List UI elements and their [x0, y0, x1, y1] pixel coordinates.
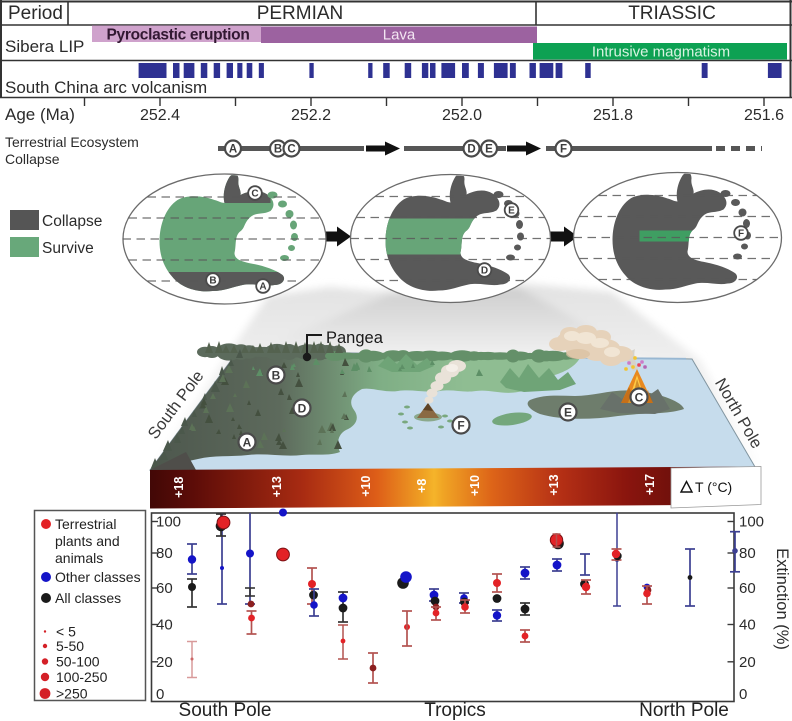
svg-text:E: E	[485, 144, 493, 156]
svg-text:>250: >250	[56, 686, 88, 702]
svg-text:80: 80	[156, 545, 173, 562]
svg-text:+13: +13	[270, 476, 284, 497]
svg-text:D: D	[298, 401, 307, 415]
svg-text:Pangea: Pangea	[326, 329, 384, 347]
svg-text:20: 20	[156, 654, 173, 671]
svg-text:All classes: All classes	[55, 590, 121, 606]
svg-text:B: B	[274, 144, 282, 156]
svg-text:50-100: 50-100	[56, 654, 100, 670]
svg-text:C: C	[635, 390, 644, 404]
svg-text:Extinction (%): Extinction (%)	[773, 548, 791, 650]
svg-text:252.4: 252.4	[140, 107, 180, 124]
svg-text:40: 40	[739, 617, 756, 634]
svg-text:E: E	[508, 206, 515, 217]
svg-text:C: C	[287, 144, 295, 156]
svg-text:60: 60	[739, 580, 756, 597]
svg-text:Sibera LIP: Sibera LIP	[5, 37, 84, 56]
svg-text:252.0: 252.0	[442, 107, 482, 124]
svg-text:+10: +10	[468, 475, 482, 496]
svg-text:C: C	[251, 189, 258, 200]
svg-text:252.2: 252.2	[291, 107, 331, 124]
svg-text:Tropics: Tropics	[424, 700, 486, 721]
svg-text:40: 40	[156, 617, 173, 634]
svg-text:Terrestrial: Terrestrial	[55, 516, 116, 532]
svg-text:South China arc volcanism: South China arc volcanism	[5, 78, 207, 97]
svg-text:100-250: 100-250	[56, 669, 108, 685]
svg-text:Terrestrial Ecosystem: Terrestrial Ecosystem	[5, 134, 139, 150]
svg-text:Pyroclastic eruption: Pyroclastic eruption	[106, 27, 249, 44]
svg-text:+8: +8	[415, 479, 429, 493]
svg-text:F: F	[457, 418, 464, 432]
svg-text:100: 100	[739, 514, 764, 531]
svg-text:B: B	[209, 276, 216, 287]
svg-text:Intrusive magmatism: Intrusive magmatism	[592, 44, 730, 61]
svg-text:South Pole: South Pole	[179, 700, 272, 721]
svg-text:251.8: 251.8	[593, 107, 633, 124]
svg-text:+17: +17	[643, 474, 657, 495]
svg-text:Lava: Lava	[383, 27, 416, 44]
svg-text:A: A	[243, 435, 252, 449]
svg-text:+18: +18	[172, 477, 186, 498]
svg-text:< 5: < 5	[56, 624, 76, 640]
svg-text:Collapse: Collapse	[5, 151, 60, 167]
svg-text:20: 20	[739, 654, 756, 671]
svg-text:Age (Ma): Age (Ma)	[5, 105, 75, 124]
svg-text:A: A	[229, 144, 237, 156]
svg-text:+13: +13	[547, 474, 561, 495]
svg-text:Period: Period	[8, 3, 63, 24]
svg-text:E: E	[564, 405, 572, 419]
svg-text:Collapse: Collapse	[42, 213, 102, 230]
svg-text:F: F	[560, 144, 567, 156]
svg-text:0: 0	[156, 686, 164, 703]
svg-text:TRIASSIC: TRIASSIC	[628, 3, 716, 24]
svg-text:plants and: plants and	[55, 533, 120, 549]
svg-text:60: 60	[156, 580, 173, 597]
svg-text:D: D	[481, 266, 488, 277]
svg-text:100: 100	[156, 514, 181, 531]
svg-text:0: 0	[739, 686, 747, 703]
svg-text:Survive: Survive	[42, 240, 94, 257]
svg-text:T (°C): T (°C)	[695, 479, 732, 495]
svg-text:5-50: 5-50	[56, 638, 84, 654]
svg-text:+10: +10	[359, 476, 373, 497]
svg-text:Other classes: Other classes	[55, 569, 141, 585]
svg-text:251.6: 251.6	[744, 107, 784, 124]
svg-text:PERMIAN: PERMIAN	[257, 3, 344, 24]
svg-text:80: 80	[739, 545, 756, 562]
svg-text:F: F	[738, 229, 744, 240]
svg-text:A: A	[259, 282, 266, 293]
svg-text:D: D	[467, 144, 475, 156]
svg-text:animals: animals	[55, 550, 103, 566]
svg-text:North Pole: North Pole	[639, 700, 729, 721]
svg-text:B: B	[272, 368, 281, 382]
